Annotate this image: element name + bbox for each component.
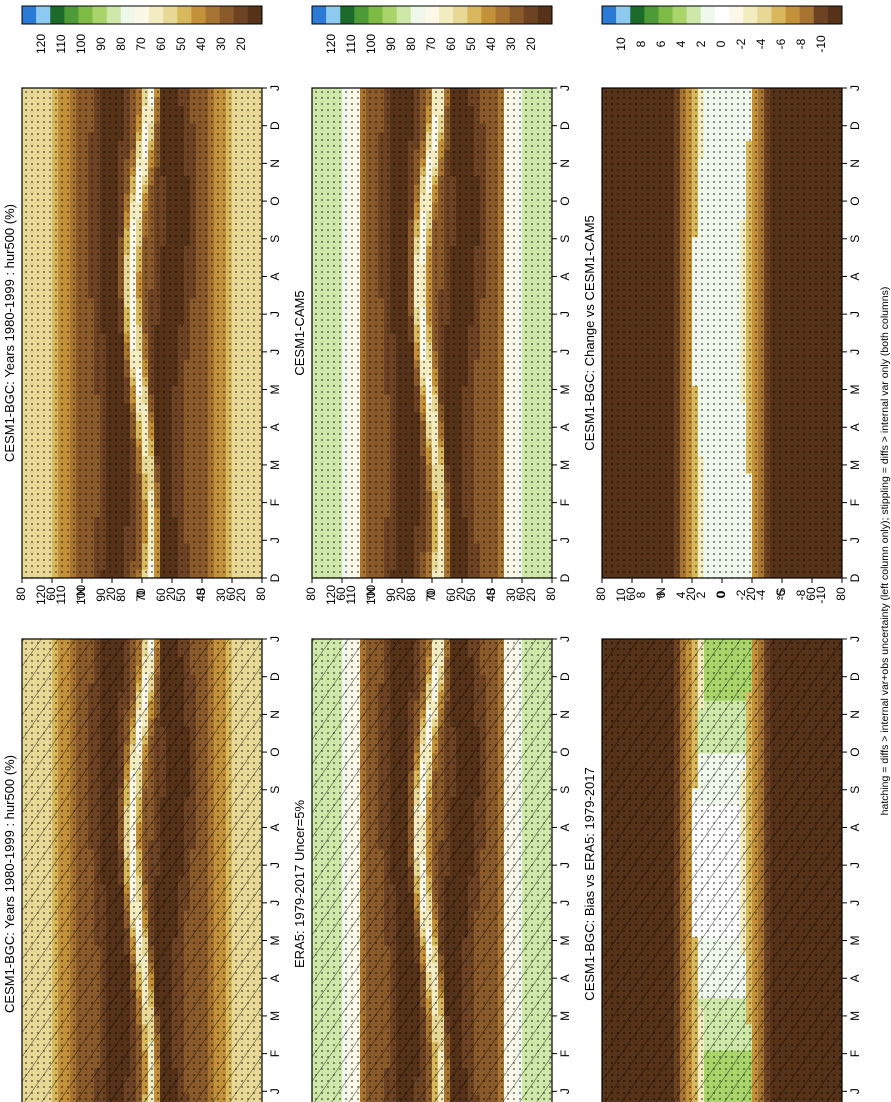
month-label: D	[268, 672, 282, 681]
month-label: J	[268, 85, 282, 91]
colorbar-label: 110	[54, 34, 68, 53]
colorbar-swatch	[50, 6, 65, 24]
colorbar-label: 80	[114, 37, 128, 51]
month-label: O	[268, 196, 282, 205]
colorbar-swatch	[78, 6, 93, 24]
colorbar-label: 40	[194, 37, 208, 51]
colorbar-swatch	[36, 6, 51, 24]
colorbar-label: 70	[134, 588, 148, 602]
colorbar-swatch	[177, 6, 192, 24]
stippling-overlay	[22, 88, 262, 578]
plot-frame	[21, 638, 263, 1102]
month-label: M	[268, 936, 282, 946]
colorbar-label: 120	[34, 34, 48, 54]
colorbar-swatch	[22, 6, 37, 24]
lat-label: °S	[194, 588, 208, 601]
month-label: A	[268, 423, 282, 431]
month-label: A	[268, 974, 282, 982]
colorbar-label: 60	[154, 588, 168, 602]
panel-p2: D J F M A M J J A S O N D J 80 60 °N 20 0 20 °S 60 80 CESM1-BGC…	[2, 5, 282, 601]
month-label: F	[268, 1050, 282, 1057]
month-label: S	[268, 786, 282, 794]
colorbar-label: 90	[94, 588, 108, 602]
colorbar: 120 110 100 90 80 70 60 50 40 30 20	[21, 5, 263, 54]
month-label: J	[268, 349, 282, 355]
month-label: M	[268, 385, 282, 395]
lat-label: 60	[224, 587, 238, 601]
month-label: J	[268, 900, 282, 906]
colorbar-label: 50	[174, 37, 188, 51]
colorbar-label: 100	[74, 34, 88, 54]
month-label: A	[268, 823, 282, 831]
month-label: F	[268, 499, 282, 506]
colorbar-swatch	[134, 6, 150, 24]
colorbar-swatch	[106, 6, 122, 24]
month-label: J	[268, 1088, 282, 1094]
colorbar-label: 90	[94, 37, 108, 51]
colorbar-swatch	[219, 6, 235, 24]
lat-label: 20	[104, 587, 118, 601]
month-label: A	[268, 272, 282, 280]
colorbar-swatch	[233, 6, 249, 24]
colorbar-label: 80	[114, 588, 128, 602]
colorbar-swatch	[205, 6, 220, 24]
colorbar-label: 20	[234, 588, 248, 602]
colorbar-label: 60	[154, 37, 168, 51]
lat-label: 20	[164, 587, 178, 601]
panel-p1: D J F M A M J J A S O N D J 80 60 °N 20 0 20 °S 60 80 CESM1-BGC…	[2, 556, 282, 1102]
lat-label: 80	[14, 587, 28, 601]
month-label: J	[268, 636, 282, 642]
month-label: D	[268, 121, 282, 130]
colorbar-label: 20	[234, 37, 248, 51]
month-label: D	[268, 573, 282, 582]
hatching-overlay	[22, 639, 262, 1102]
panel-title: CESM1-BGC: Years 1980-1999 : hur500 (%)	[2, 204, 17, 462]
colorbar-label: 30	[214, 588, 228, 602]
month-label: N	[268, 710, 282, 719]
colorbar-swatch	[163, 6, 178, 24]
colorbar-swatch	[64, 6, 79, 24]
lat-label: 80	[254, 587, 268, 601]
lat-label: 0	[134, 590, 148, 597]
month-label: M	[268, 460, 282, 470]
colorbar-swatch	[247, 6, 263, 24]
month-label: J	[268, 311, 282, 317]
month-label: J	[268, 862, 282, 868]
colorbar-label: 40	[194, 588, 208, 602]
month-label: O	[268, 747, 282, 756]
month-label: S	[268, 235, 282, 243]
colorbar-swatch	[120, 6, 136, 24]
colorbar-label: 110	[54, 585, 68, 604]
lat-label: 60	[44, 587, 58, 601]
month-label: N	[268, 159, 282, 168]
panel-title: CESM1-BGC: Years 1980-1999 : hur500 (%)	[2, 755, 17, 1013]
lat-label: °N	[74, 587, 88, 600]
colorbar-label: 100	[74, 585, 88, 605]
colorbar-swatch	[92, 6, 108, 24]
colorbar-label: 30	[214, 37, 228, 51]
month-label: J	[268, 537, 282, 543]
colorbar-label: 120	[34, 585, 48, 605]
colorbar-swatch	[191, 6, 206, 24]
colorbar-label: 70	[134, 37, 148, 51]
panels-layer: D J F M A M J J A S O N D J 80 60 °N 20 0 20 °S 60 80 CESM1-BGC…	[2, 5, 862, 1102]
colorbar-swatch	[149, 6, 164, 24]
month-label: M	[268, 1011, 282, 1021]
colorbar-label: 50	[174, 588, 188, 602]
